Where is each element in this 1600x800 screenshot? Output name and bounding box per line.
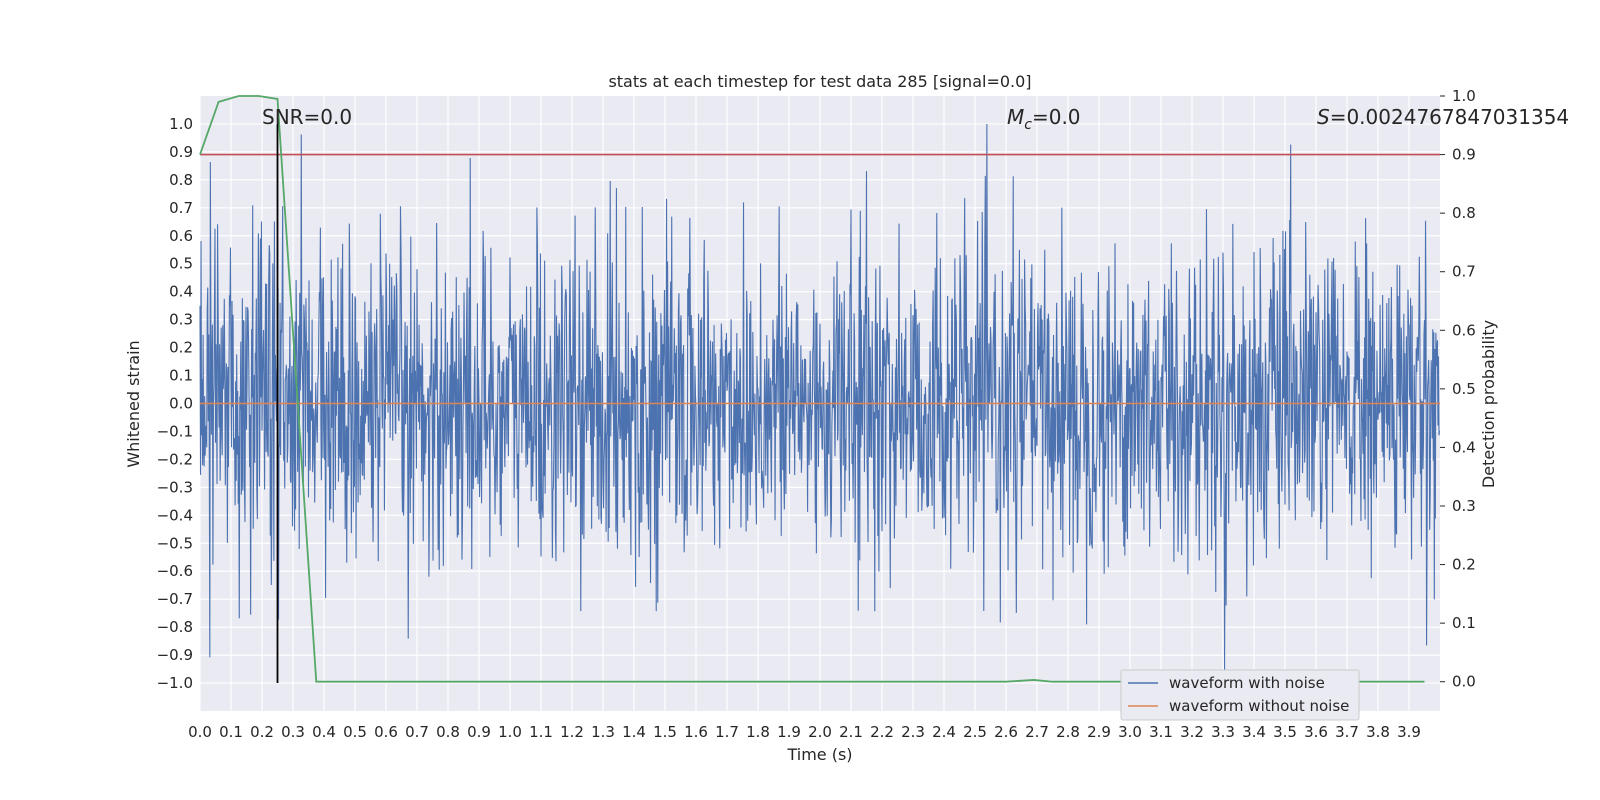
y-tick-label: −0.9 xyxy=(157,646,193,664)
x-tick-label: 3.2 xyxy=(1180,723,1204,741)
y2-axis-label: Detection probability xyxy=(1479,320,1498,488)
y-tick-label: 0.7 xyxy=(169,199,193,217)
x-tick-label: 0.0 xyxy=(188,723,212,741)
y-tick-label: −0.1 xyxy=(157,422,193,440)
y2-tick-label: 0.5 xyxy=(1452,380,1476,398)
mc-value: =0.0 xyxy=(1032,105,1081,129)
y-tick-label: 0.3 xyxy=(169,311,193,329)
legend: waveform with noise waveform without noi… xyxy=(1120,669,1360,721)
series-detection-probability xyxy=(199,95,1425,683)
annotation-snr: SNR=0.0 xyxy=(262,105,352,129)
x-tick-label: 3.3 xyxy=(1211,723,1235,741)
x-tick-labels: 0.0 0.1 0.2 0.3 0.4 0.5 0.6 0.7 0.8 0.9 1.0 1.1 1.2 1… xyxy=(188,723,1421,741)
y-tick-label: 0.5 xyxy=(169,255,193,273)
y-tick-label: −0.3 xyxy=(157,478,193,496)
x-tick-label: 0.1 xyxy=(219,723,243,741)
x-tick-label: 2.4 xyxy=(932,723,956,741)
y-tick-label: 0.6 xyxy=(169,227,193,245)
series-lines xyxy=(199,95,1440,684)
y-tick-label: −0.5 xyxy=(157,534,193,552)
y-axis-label: Whitened strain xyxy=(124,340,143,467)
x-tick-label: 2.1 xyxy=(839,723,863,741)
y-tick-label: 0.2 xyxy=(169,339,193,357)
y2-tick-label: 0.9 xyxy=(1452,146,1476,164)
y2-tick-label: 0.6 xyxy=(1452,321,1476,339)
y2-tick-label: 0.2 xyxy=(1452,556,1476,574)
x-tick-label: 1.2 xyxy=(560,723,584,741)
x-tick-label: 0.5 xyxy=(343,723,367,741)
annotation-s: S=0.0024767847031354 xyxy=(1317,105,1569,129)
legend-label-clean: waveform without noise xyxy=(1169,697,1349,715)
y-tick-label: 0.4 xyxy=(169,283,193,301)
x-tick-label: 2.8 xyxy=(1056,723,1080,741)
x-tick-label: 2.7 xyxy=(1025,723,1049,741)
x-tick-label: 0.2 xyxy=(250,723,274,741)
x-tick-label: 0.7 xyxy=(405,723,429,741)
y-tick-label: 0.0 xyxy=(169,395,193,413)
series-waveform-with-noise xyxy=(199,123,1441,670)
x-tick-label: 1.7 xyxy=(715,723,739,741)
legend-label-noise: waveform with noise xyxy=(1169,674,1325,692)
x-tick-label: 3.7 xyxy=(1335,723,1359,741)
mc-subscript: c xyxy=(1024,117,1032,133)
x-tick-label: 0.6 xyxy=(374,723,398,741)
x-tick-label: 2.5 xyxy=(963,723,987,741)
x-tick-label: 2.3 xyxy=(901,723,925,741)
x-tick-label: 2.2 xyxy=(870,723,894,741)
x-tick-label: 0.9 xyxy=(467,723,491,741)
y2-tick-label: 0.1 xyxy=(1452,614,1476,632)
x-tick-label: 2.0 xyxy=(808,723,832,741)
x-tick-label: 1.4 xyxy=(622,723,646,741)
x-tick-label: 1.6 xyxy=(684,723,708,741)
y-tick-label: 0.1 xyxy=(169,367,193,385)
x-tick-label: 1.9 xyxy=(777,723,801,741)
x-tick-label: 2.9 xyxy=(1087,723,1111,741)
x-tick-label: 1.8 xyxy=(746,723,770,741)
y2-tick-label: 1.0 xyxy=(1452,87,1476,105)
y2-tick-label: 0.4 xyxy=(1452,438,1476,456)
y-tick-labels: 1.0 0.9 0.8 0.7 0.6 0.5 0.4 0.3 0.2 0.1 0.0 −0.1 −0.… xyxy=(157,115,193,692)
y-tick-label: −0.4 xyxy=(157,506,193,524)
y-tick-label: −1.0 xyxy=(157,674,193,692)
x-axis-label: Time (s) xyxy=(786,745,852,764)
y2-tick-label: 0.0 xyxy=(1452,673,1476,691)
x-tick-label: 3.1 xyxy=(1149,723,1173,741)
y2-tick-label: 0.3 xyxy=(1452,497,1476,515)
y-tick-label: −0.2 xyxy=(157,450,193,468)
x-tick-label: 1.5 xyxy=(653,723,677,741)
x-tick-label: 2.6 xyxy=(994,723,1018,741)
legend-box xyxy=(1120,669,1360,721)
x-tick-label: 3.0 xyxy=(1118,723,1142,741)
x-tick-label: 3.6 xyxy=(1304,723,1328,741)
noise-series-waveform-with-noise xyxy=(199,123,1441,670)
x-tick-label: 1.0 xyxy=(498,723,522,741)
y-tick-label: −0.6 xyxy=(157,562,193,580)
s-symbol: S xyxy=(1317,105,1330,129)
y-tick-label: 0.8 xyxy=(169,171,193,189)
y-tick-label: −0.7 xyxy=(157,590,193,608)
x-tick-label: 3.9 xyxy=(1397,723,1421,741)
x-tick-label: 0.4 xyxy=(312,723,336,741)
x-tick-label: 0.3 xyxy=(281,723,305,741)
chart-title: stats at each timestep for test data 285… xyxy=(608,72,1031,91)
y-tick-label: 0.9 xyxy=(169,143,193,161)
x-tick-label: 3.8 xyxy=(1366,723,1390,741)
x-tick-label: 0.8 xyxy=(436,723,460,741)
y-tick-label: 1.0 xyxy=(169,115,193,133)
annotation-mc: Mc=0.0 xyxy=(1007,105,1081,133)
y2-tick-labels: 1.0 0.9 0.8 0.7 0.6 0.5 0.4 0.3 0.2 0.1 0.0 xyxy=(1440,87,1476,691)
y2-tick-label: 0.7 xyxy=(1452,263,1476,281)
x-tick-label: 3.5 xyxy=(1273,723,1297,741)
s-value: =0.0024767847031354 xyxy=(1330,105,1569,129)
x-tick-label: 1.3 xyxy=(591,723,615,741)
x-tick-label: 1.1 xyxy=(529,723,553,741)
x-tick-label: 3.4 xyxy=(1242,723,1266,741)
mc-symbol: M xyxy=(1007,105,1024,129)
y2-tick-label: 0.8 xyxy=(1452,204,1476,222)
y-tick-label: −0.8 xyxy=(157,618,193,636)
